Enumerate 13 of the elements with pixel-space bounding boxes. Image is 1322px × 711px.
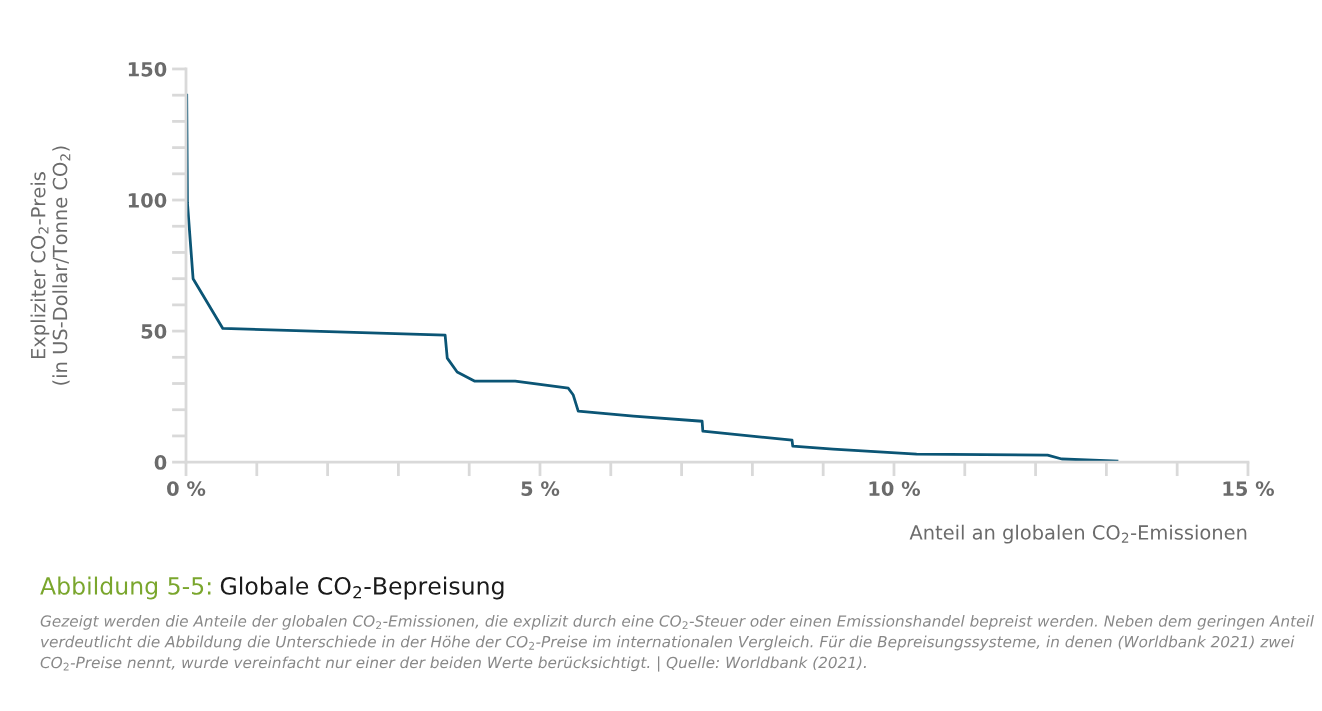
y-tick-label: 0 xyxy=(154,455,167,470)
y-tick-label: 50 xyxy=(141,324,167,339)
x-tick-label: 15 % xyxy=(1223,481,1274,496)
x-tick-label: 0 % xyxy=(167,481,206,496)
y-axis-title: Expliziter CO$_{2}$-Preis (in US-Dollar/Tonne CO$_{2}$) xyxy=(30,146,71,385)
y-tick-label: 150 xyxy=(128,61,167,77)
x-axis-title: Anteil an globalen CO$_{2}$-Emissionen xyxy=(909,524,1247,544)
y-tick-label: 100 xyxy=(128,192,167,208)
text: Abbildung 5-5: Globale CO$_{2}$-Bepreisung xyxy=(40,576,504,600)
x-tick-label: 10 % xyxy=(869,481,921,496)
x-tick-label: 5 % xyxy=(521,481,560,496)
line-series xyxy=(186,93,1119,463)
text: Gezeigt werden die Anteile der globalen CO$_{2}$-Emissionen, die explizit durch eine CO$_{2}$-Steuer oder einen Emissionshandel bepreist werden. Neben dem geringen Anteil verdeutlicht die Abbildung die Unterschiede in der Höhe der CO$_{2}$-Preise im internationalen Vergleich. Für die Bepreisungssysteme, in denen (Worldbank 2021) zwei CO$_{2}$-Preise nennt, wurde vereinfacht nur einer der beiden Werte berücksichtigt. | Quelle: Worldbank (2021). xyxy=(40,615,1314,672)
